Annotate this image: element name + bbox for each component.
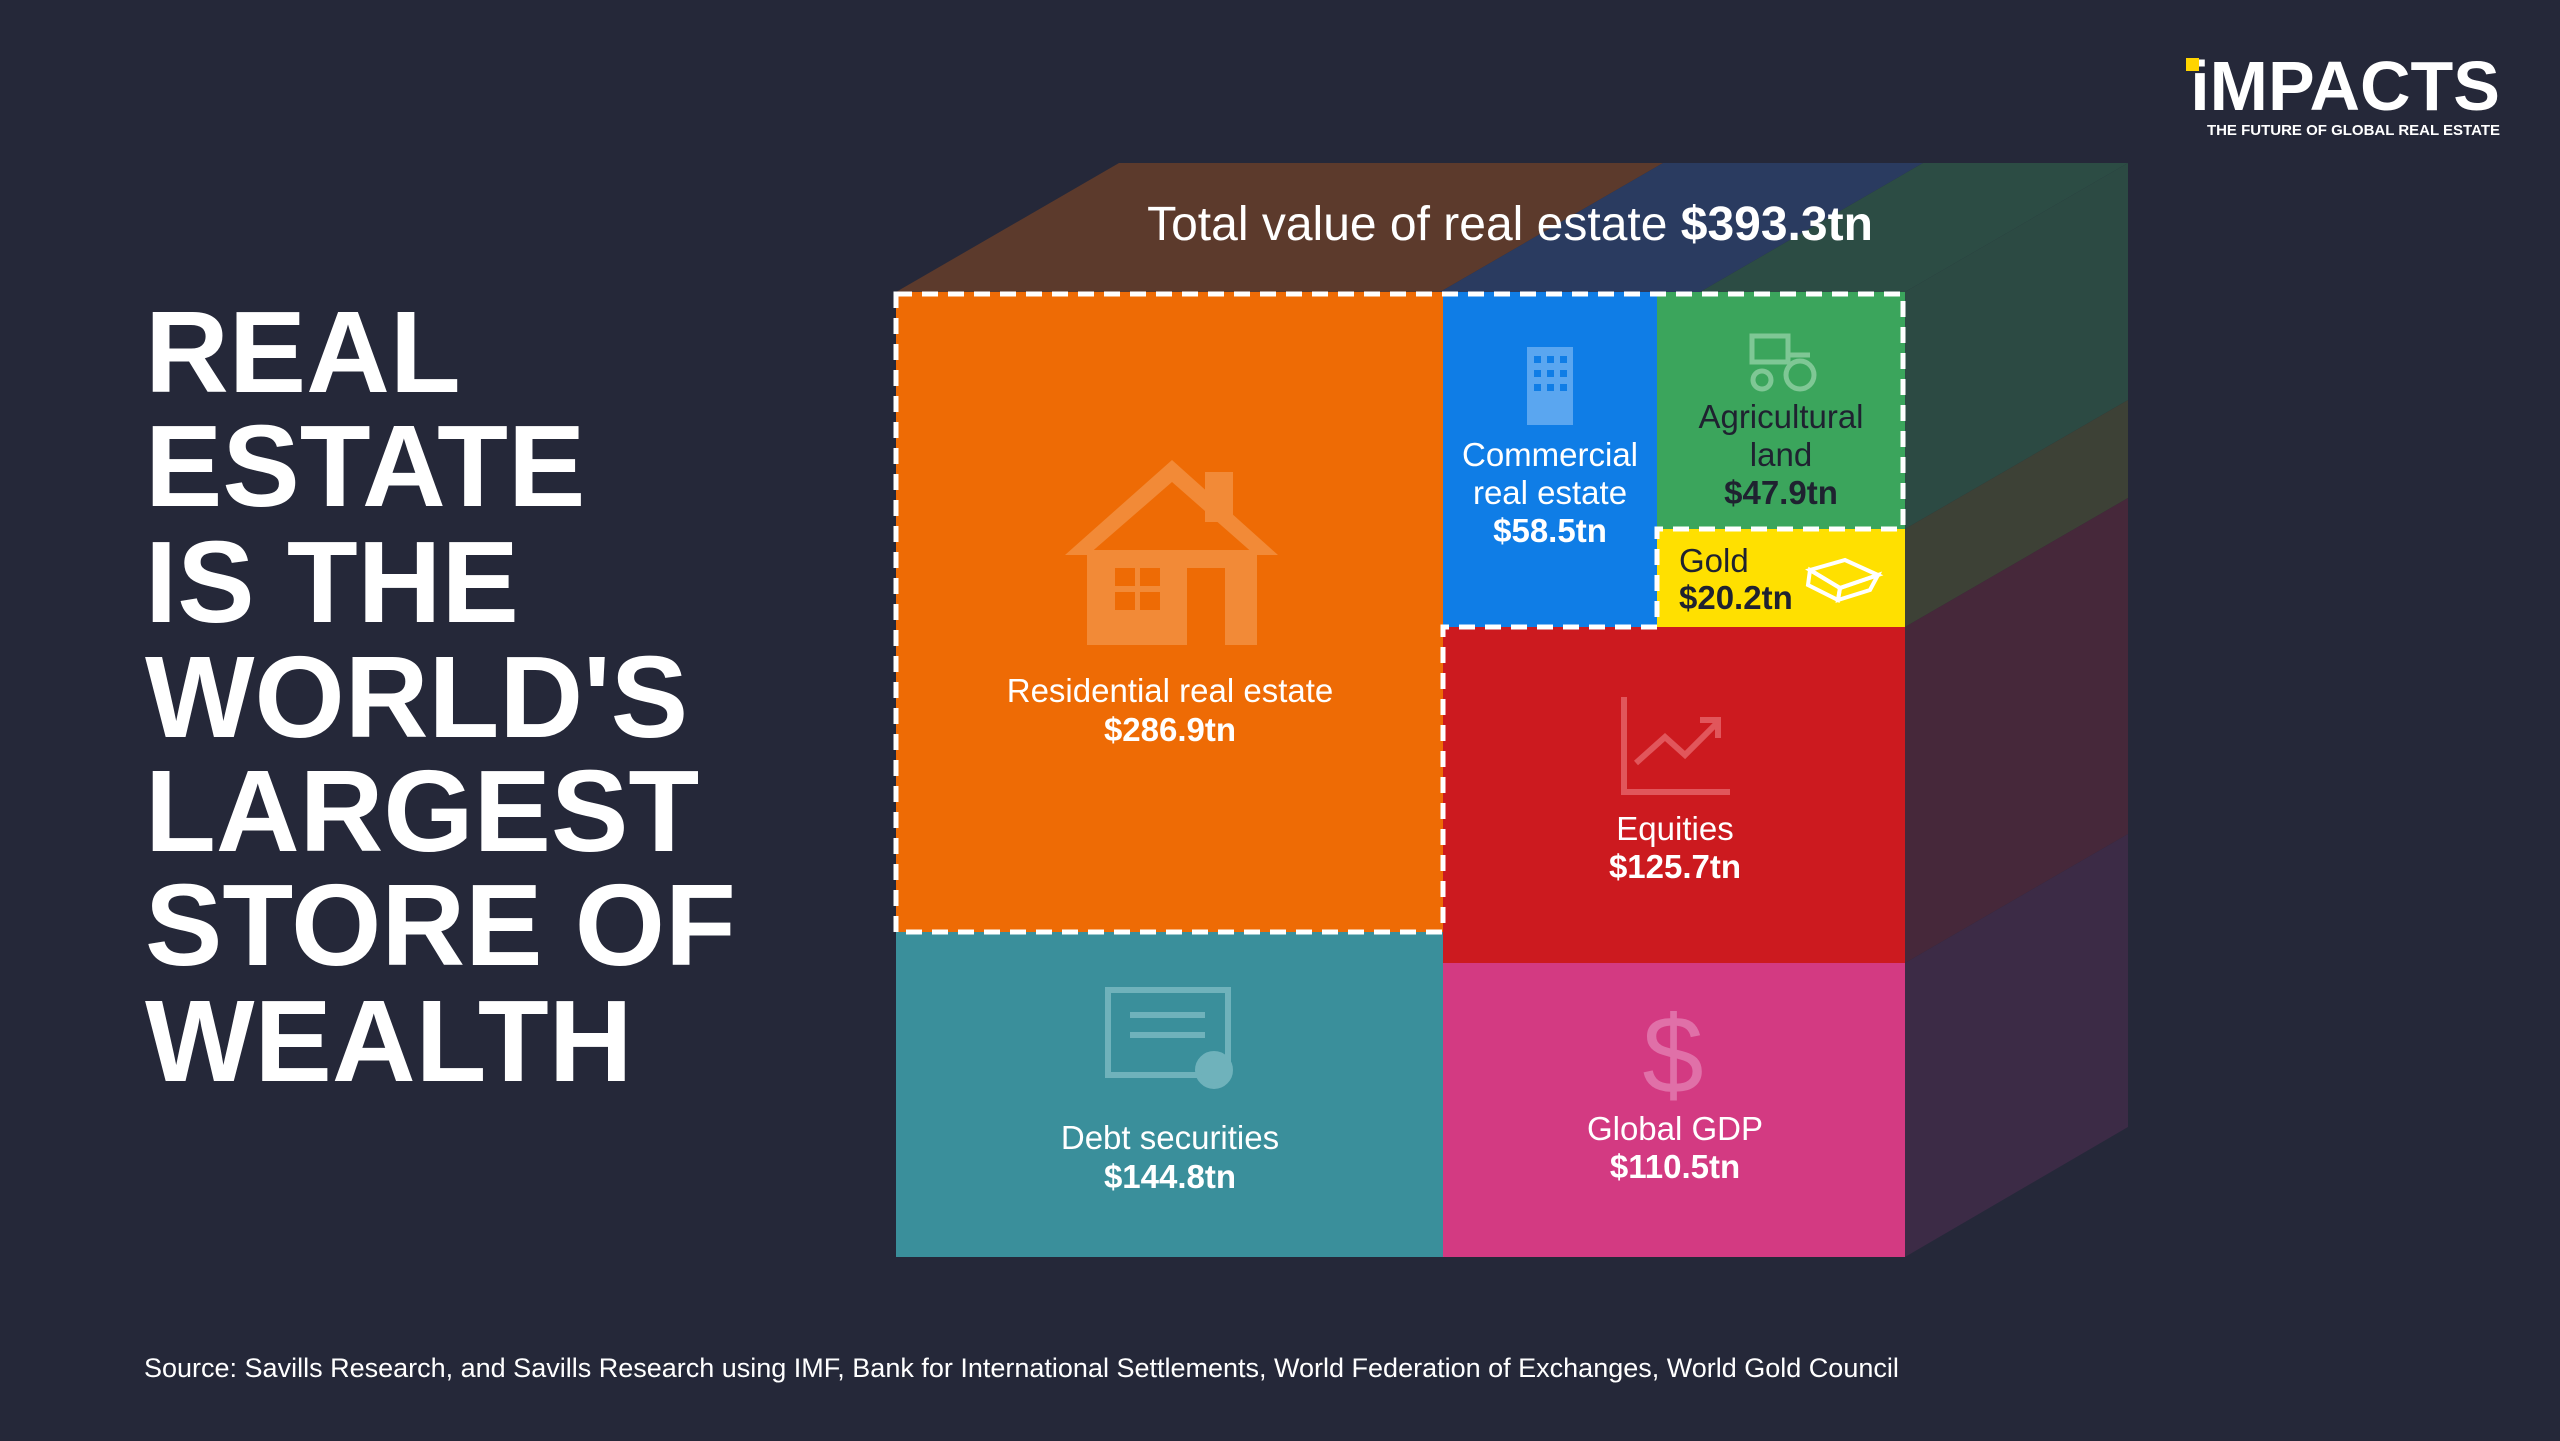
block-value: $286.9tn xyxy=(1104,711,1236,748)
block-label: Equities xyxy=(1616,810,1733,847)
total-label: Total value of real estate xyxy=(1147,198,1667,251)
headline-line: LARGEST xyxy=(145,746,699,876)
block-value: $144.8tn xyxy=(1104,1158,1236,1195)
logo-tagline: THE FUTURE OF GLOBAL REAL ESTATE xyxy=(2207,122,2500,139)
block-value: $20.2tn xyxy=(1679,579,1793,616)
building-icon xyxy=(1527,347,1573,425)
block-label: Gold xyxy=(1679,542,1749,579)
chart-icon xyxy=(1621,697,1730,795)
headline-line: WORLD'S xyxy=(145,632,688,762)
real-estate-outline xyxy=(893,291,1906,935)
cube-top xyxy=(896,163,2128,292)
headline: REAL ESTATE IS THE WORLD'S LARGEST STORE… xyxy=(145,287,736,1106)
headline-line: STORE OF xyxy=(145,860,736,990)
total-value: $393.3tn xyxy=(1681,198,1873,251)
headline-line: REAL xyxy=(145,287,461,417)
debt-block xyxy=(896,932,1443,1257)
tractor-icon xyxy=(1749,333,1817,392)
dollar-icon: $ xyxy=(1642,994,1703,1117)
cube-side xyxy=(1905,163,2128,1257)
block-label: Agricultural xyxy=(1698,398,1863,435)
block-value: $110.5tn xyxy=(1610,1148,1740,1185)
block-label: Residential real estate xyxy=(1007,672,1334,709)
block-label: Debt securities xyxy=(1061,1119,1279,1156)
logo: iMPACTS xyxy=(2190,47,2500,125)
certificate-icon xyxy=(1105,987,1233,1089)
source: Source: Savills Research, and Savills Re… xyxy=(144,1353,1899,1383)
house-icon xyxy=(1065,460,1278,645)
block-label: real estate xyxy=(1473,474,1627,511)
headline-line: WEALTH xyxy=(145,976,633,1106)
block-value: $47.9tn xyxy=(1724,474,1838,511)
headline-line: ESTATE xyxy=(145,401,585,531)
gdp-block xyxy=(1443,963,1905,1257)
block-value: $58.5tn xyxy=(1493,512,1607,549)
block-label: land xyxy=(1750,436,1812,473)
gold-bars-icon xyxy=(1805,557,1884,603)
logo-dot xyxy=(2186,58,2199,71)
block-label: Commercial xyxy=(1462,436,1638,473)
headline-line: IS THE xyxy=(145,517,519,647)
block-value: $125.7tn xyxy=(1609,848,1741,885)
block-label: Global GDP xyxy=(1587,1110,1763,1147)
agricultural-block xyxy=(1657,292,1905,529)
total: Total value of real estate $393.3tn xyxy=(1147,198,1873,251)
